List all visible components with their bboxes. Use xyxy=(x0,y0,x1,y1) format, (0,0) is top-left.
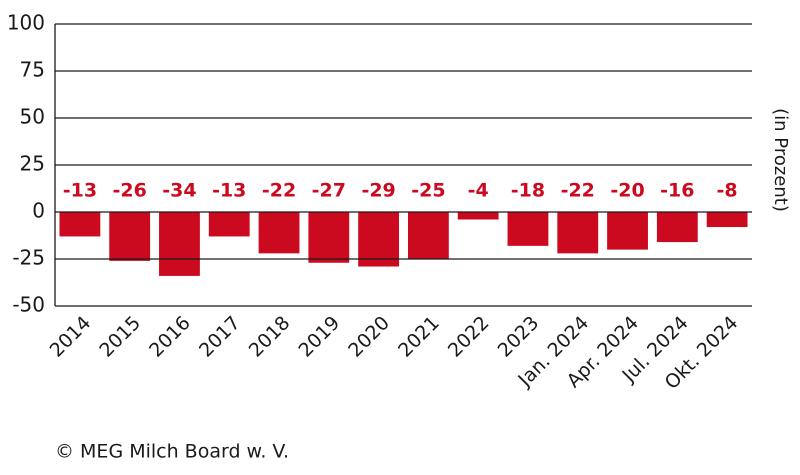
x-tick-label: 2017 xyxy=(195,312,245,362)
bar xyxy=(557,212,599,254)
value-label: -8 xyxy=(717,180,738,202)
value-label: -4 xyxy=(468,180,489,202)
value-label: -18 xyxy=(511,180,545,202)
bar xyxy=(159,212,200,276)
value-label: -13 xyxy=(212,180,246,202)
x-tick-label: 2019 xyxy=(294,312,344,362)
bar xyxy=(59,212,101,237)
x-tick-label: 2014 xyxy=(46,312,96,362)
value-label: -25 xyxy=(411,180,445,202)
y-tick-label: -25 xyxy=(12,246,45,270)
bar xyxy=(656,212,698,243)
bar xyxy=(407,212,449,259)
y-tick-label: -50 xyxy=(12,293,45,317)
value-label: -20 xyxy=(610,180,644,202)
y-tick-label: 100 xyxy=(7,11,45,35)
x-tick-label: 2018 xyxy=(245,312,295,362)
y-tick-label: 0 xyxy=(32,199,45,223)
source-note: © MEG Milch Board w. V. xyxy=(55,441,289,463)
value-label: -22 xyxy=(561,180,595,202)
bar xyxy=(507,212,549,246)
y-tick-label: 75 xyxy=(20,58,45,82)
bar xyxy=(258,212,300,254)
value-label: -16 xyxy=(660,180,694,202)
x-tick-label: 2016 xyxy=(145,312,195,362)
x-tick-label: 2015 xyxy=(95,312,145,362)
x-tick-label: 2020 xyxy=(344,312,394,362)
bar xyxy=(457,212,499,220)
y-axis-label: (in Prozent) xyxy=(770,108,791,212)
bar xyxy=(358,212,400,267)
value-label: -22 xyxy=(262,180,296,202)
value-label: -34 xyxy=(162,180,196,202)
y-tick-label: 50 xyxy=(20,105,45,129)
bar xyxy=(208,212,250,237)
x-tick-label: 2021 xyxy=(394,312,444,362)
bar xyxy=(109,212,151,261)
x-tick-label: 2022 xyxy=(444,312,494,362)
y-tick-label: 25 xyxy=(20,152,45,176)
value-label: -29 xyxy=(361,180,395,202)
value-label: -26 xyxy=(113,180,147,202)
bar xyxy=(308,212,350,263)
bar xyxy=(706,212,748,228)
value-label: -13 xyxy=(63,180,97,202)
bar xyxy=(607,212,648,250)
value-label: -27 xyxy=(312,180,346,202)
